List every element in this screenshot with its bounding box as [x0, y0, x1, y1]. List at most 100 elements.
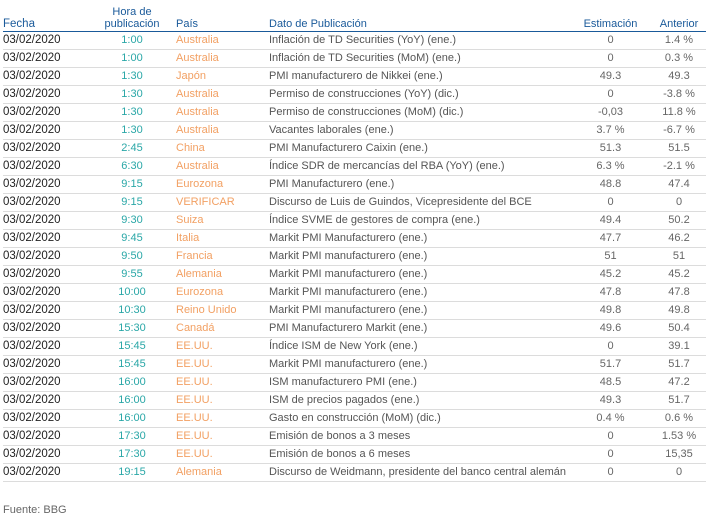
- cell-dato: Markit PMI manufacturero (ene.): [269, 283, 574, 302]
- table-body: 03/02/2020 1:00 Australia Inflación de TD S…: [3, 31, 706, 482]
- cell-pais: EE.UU.: [168, 337, 269, 356]
- cell-estimacion: -0,03: [574, 103, 647, 122]
- table-row: 03/02/2020 16:00 EE.UU. ISM de precios paga…: [3, 391, 706, 410]
- cell-anterior: 0.3 %: [647, 49, 706, 68]
- cell-pais: Francia: [168, 247, 269, 266]
- cell-anterior: 51.7: [647, 355, 706, 374]
- cell-estimacion: 51.3: [574, 139, 647, 158]
- header-fecha: Fecha: [3, 0, 96, 32]
- cell-dato: Markit PMI Manufacturero (ene.): [269, 229, 574, 248]
- header-estimacion: Estimación: [574, 0, 647, 32]
- cell-dato: Permiso de construcciones (YoY) (dic.): [269, 85, 574, 104]
- cell-anterior: 46.2: [647, 229, 706, 248]
- table-row: 03/02/2020 10:00 Eurozona Markit PMI manufa…: [3, 283, 706, 302]
- cell-dato: PMI manufacturero de Nikkei (ene.): [269, 67, 574, 86]
- header-pais: País: [168, 0, 269, 32]
- cell-pais: EE.UU.: [168, 355, 269, 374]
- cell-hora: 15:45: [96, 337, 168, 356]
- cell-hora: 1:30: [96, 67, 168, 86]
- cell-dato: Inflación de TD Securities (YoY) (ene.): [269, 31, 574, 50]
- cell-estimacion: 49.3: [574, 391, 647, 410]
- cell-anterior: 50.2: [647, 211, 706, 230]
- cell-hora: 16:00: [96, 409, 168, 428]
- cell-fecha: 03/02/2020: [3, 355, 96, 374]
- cell-fecha: 03/02/2020: [3, 85, 96, 104]
- cell-estimacion: 48.5: [574, 373, 647, 392]
- table-row: 03/02/2020 15:45 EE.UU. Markit PMI manufact…: [3, 355, 706, 374]
- table-row: 03/02/2020 15:45 EE.UU. Índice ISM de New Y…: [3, 337, 706, 356]
- table-row: 03/02/2020 6:30 Australia Índice SDR de mer…: [3, 157, 706, 176]
- cell-hora: 1:00: [96, 31, 168, 50]
- cell-fecha: 03/02/2020: [3, 49, 96, 68]
- cell-estimacion: 45.2: [574, 265, 647, 284]
- cell-anterior: 1.4 %: [647, 31, 706, 50]
- cell-hora: 16:00: [96, 373, 168, 392]
- table-row: 03/02/2020 9:55 Alemania Markit PMI manufac…: [3, 265, 706, 284]
- cell-hora: 9:15: [96, 193, 168, 212]
- cell-estimacion: 0.4 %: [574, 409, 647, 428]
- cell-hora: 10:30: [96, 301, 168, 320]
- cell-fecha: 03/02/2020: [3, 139, 96, 158]
- cell-hora: 17:30: [96, 445, 168, 464]
- table-row: 03/02/2020 9:15 Eurozona PMI Manufacturero …: [3, 175, 706, 194]
- cell-anterior: 51: [647, 247, 706, 266]
- table-row: 03/02/2020 10:30 Reino Unido Markit PMI man…: [3, 301, 706, 320]
- table-row: 03/02/2020 9:15 VERIFICAR Discurso de Luis …: [3, 193, 706, 212]
- cell-dato: Markit PMI manufacturero (ene.): [269, 247, 574, 266]
- calendar-table: Fecha Hora de publicación País Dato de P…: [3, 0, 706, 482]
- cell-fecha: 03/02/2020: [3, 373, 96, 392]
- cell-estimacion: 51: [574, 247, 647, 266]
- cell-fecha: 03/02/2020: [3, 247, 96, 266]
- cell-hora: 2:45: [96, 139, 168, 158]
- cell-estimacion: 0: [574, 85, 647, 104]
- header-row: Fecha Hora de publicación País Dato de P…: [3, 0, 706, 32]
- cell-fecha: 03/02/2020: [3, 301, 96, 320]
- cell-pais: Australia: [168, 31, 269, 50]
- cell-fecha: 03/02/2020: [3, 319, 96, 338]
- cell-estimacion: 6.3 %: [574, 157, 647, 176]
- cell-fecha: 03/02/2020: [3, 463, 96, 482]
- cell-pais: Alemania: [168, 463, 269, 482]
- cell-dato: Permiso de construcciones (MoM) (dic.): [269, 103, 574, 122]
- cell-dato: Índice SVME de gestores de compra (ene.): [269, 211, 574, 230]
- cell-hora: 15:45: [96, 355, 168, 374]
- cell-fecha: 03/02/2020: [3, 175, 96, 194]
- cell-pais: Australia: [168, 85, 269, 104]
- cell-anterior: 0.6 %: [647, 409, 706, 428]
- cell-fecha: 03/02/2020: [3, 121, 96, 140]
- cell-estimacion: 47.7: [574, 229, 647, 248]
- cell-pais: Alemania: [168, 265, 269, 284]
- table-row: 03/02/2020 2:45 China PMI Manufacturero Cai…: [3, 139, 706, 158]
- cell-dato: Markit PMI manufacturero (ene.): [269, 265, 574, 284]
- cell-hora: 1:30: [96, 121, 168, 140]
- cell-fecha: 03/02/2020: [3, 229, 96, 248]
- header-dato: Dato de Publicación: [269, 0, 574, 32]
- cell-fecha: 03/02/2020: [3, 67, 96, 86]
- cell-estimacion: 49.8: [574, 301, 647, 320]
- cell-estimacion: 0: [574, 31, 647, 50]
- cell-hora: 10:00: [96, 283, 168, 302]
- cell-hora: 9:45: [96, 229, 168, 248]
- table-row: 03/02/2020 1:00 Australia Inflación de TD S…: [3, 31, 706, 50]
- cell-hora: 9:15: [96, 175, 168, 194]
- cell-pais: Japón: [168, 67, 269, 86]
- cell-anterior: 0: [647, 463, 706, 482]
- cell-pais: Australia: [168, 121, 269, 140]
- cell-dato: Discurso de Luis de Guindos, Vicepreside…: [269, 193, 574, 212]
- cell-fecha: 03/02/2020: [3, 103, 96, 122]
- cell-fecha: 03/02/2020: [3, 193, 96, 212]
- cell-fecha: 03/02/2020: [3, 337, 96, 356]
- cell-dato: PMI Manufacturero Caixin (ene.): [269, 139, 574, 158]
- cell-estimacion: 47.8: [574, 283, 647, 302]
- cell-pais: EE.UU.: [168, 373, 269, 392]
- cell-anterior: 49.8: [647, 301, 706, 320]
- table-row: 03/02/2020 9:45 Italia Markit PMI Manufactu…: [3, 229, 706, 248]
- cell-dato: Markit PMI manufacturero (ene.): [269, 355, 574, 374]
- cell-anterior: 1.53 %: [647, 427, 706, 446]
- table-row: 03/02/2020 9:30 Suiza Índice SVME de gestor…: [3, 211, 706, 230]
- cell-hora: 15:30: [96, 319, 168, 338]
- table-row: 03/02/2020 15:30 Canadá PMI Manufacturero M…: [3, 319, 706, 338]
- table-row: 03/02/2020 9:50 Francia Markit PMI manufact…: [3, 247, 706, 266]
- cell-dato: Inflación de TD Securities (MoM) (ene.): [269, 49, 574, 68]
- cell-dato: Markit PMI manufacturero (ene.): [269, 301, 574, 320]
